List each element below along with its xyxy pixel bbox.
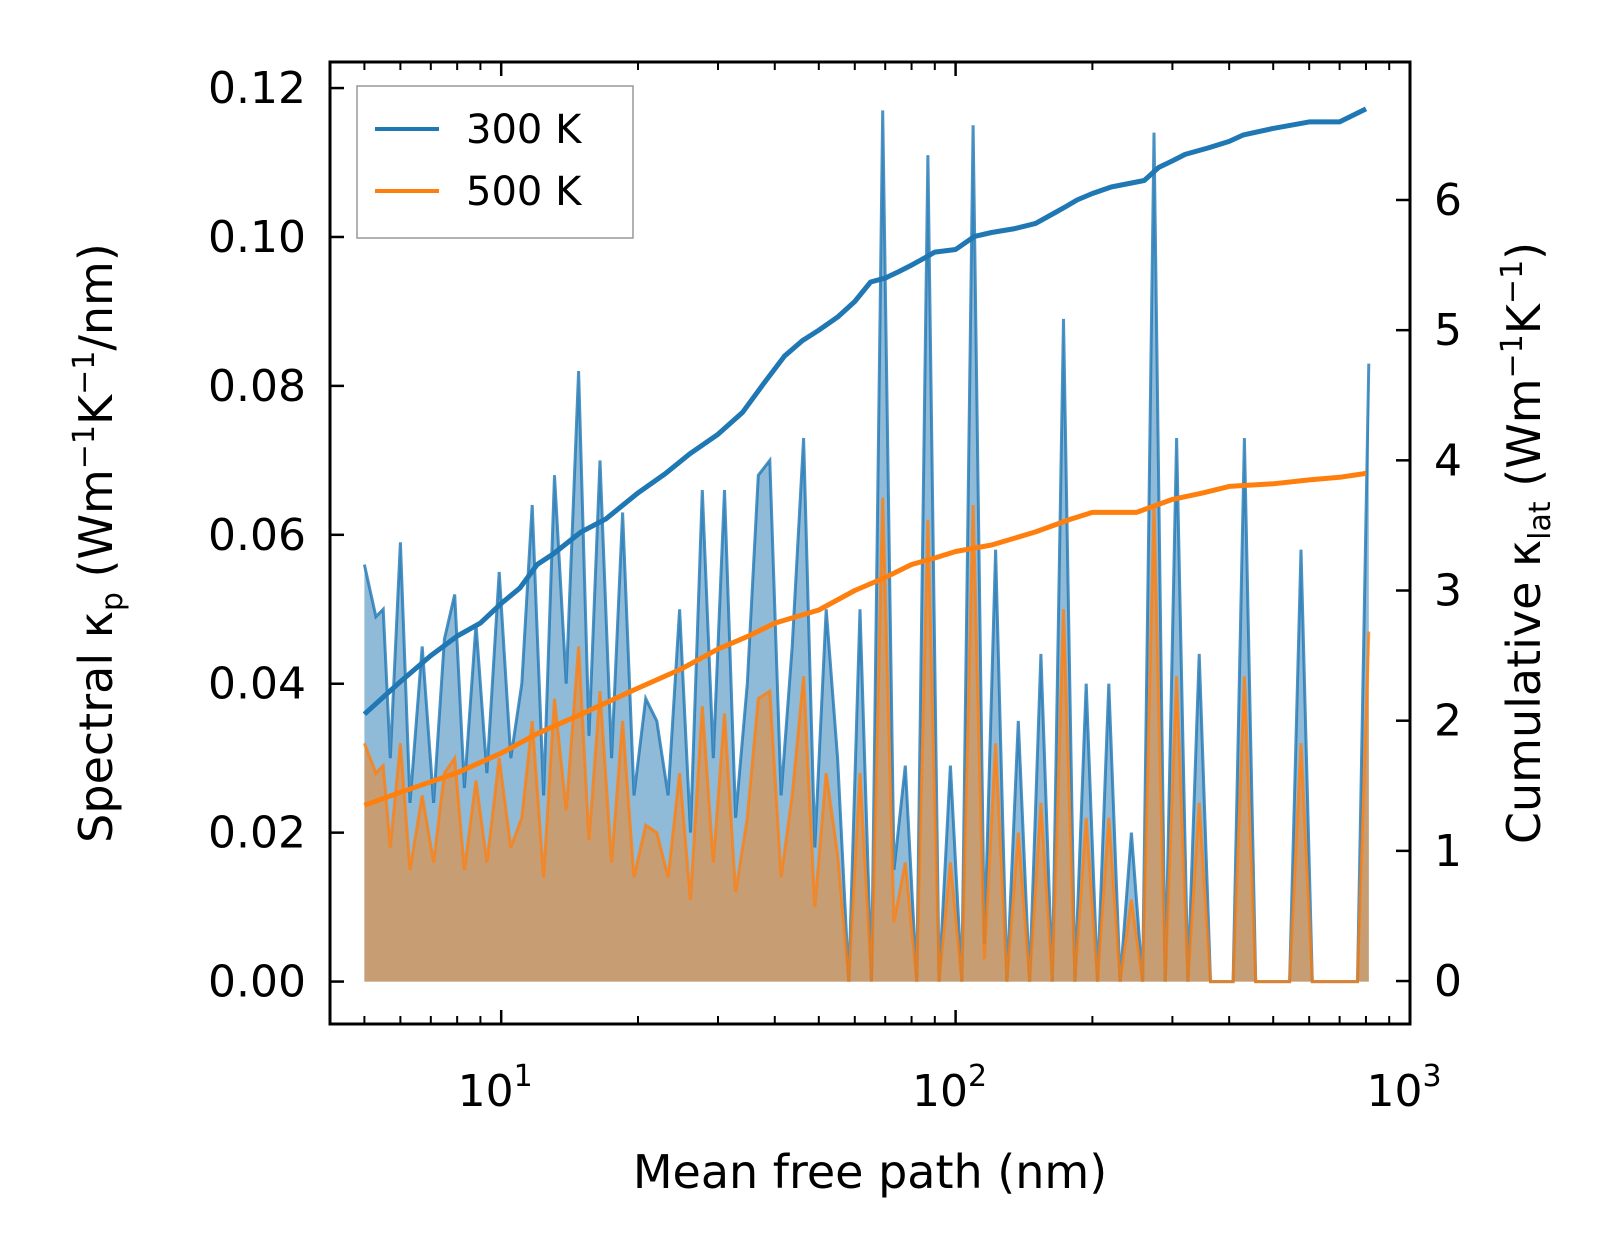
cumulative-line-300k	[362, 106, 1368, 717]
x-tick-label: 103	[1366, 1059, 1441, 1117]
y-tick-label: 0.04	[208, 659, 306, 710]
spectral-fill-300k	[364, 110, 1369, 982]
legend-box	[356, 85, 634, 239]
legend-label-300k: 300 K	[466, 107, 583, 153]
y2-tick-label: 6	[1434, 175, 1462, 226]
spectral-line-300k	[362, 110, 1371, 984]
spectral-line-500k	[363, 497, 1371, 984]
axis-ticks: 0.00 0.02 0.04 0.06 0.08 0.10 0.12 0 1 2 3 4 5 6 101 10…	[208, 62, 1462, 1117]
x-tick-label: 101	[458, 1059, 533, 1117]
legend: 300 K 500 K	[356, 85, 634, 239]
spectral-fill-500k	[364, 497, 1369, 982]
y2-tick-label: 1	[1434, 826, 1462, 877]
y-tick-label: 0.06	[208, 510, 306, 561]
x-axis-title: Mean free path (nm)	[633, 1145, 1107, 1199]
y2-tick-label: 3	[1434, 566, 1462, 617]
y-tick-label: 0.02	[208, 808, 306, 859]
spectral-fills	[364, 110, 1369, 982]
legend-label-500k: 500 K	[466, 169, 583, 215]
x-tick-label: 102	[912, 1059, 987, 1117]
y-tick-label: 0.10	[208, 212, 306, 263]
y2-tick-label: 4	[1434, 435, 1462, 486]
y-tick-label: 0.12	[208, 63, 306, 114]
cumulative-line-500k	[363, 470, 1367, 808]
spectral-lines	[362, 110, 1371, 984]
y-axis-title: Spectral κp (Wm−1K−1/nm)	[67, 243, 130, 843]
y2-axis-title: Cumulative κlat (Wm−1K−1)	[1495, 242, 1558, 844]
y-tick-label: 0.00	[208, 957, 306, 1008]
y-tick-label: 0.08	[208, 361, 306, 412]
cumulative-lines	[362, 106, 1368, 808]
y2-tick-label: 2	[1434, 696, 1462, 747]
y2-tick-label: 5	[1434, 305, 1462, 356]
plot-frame	[328, 60, 1412, 1026]
y2-tick-label: 0	[1434, 956, 1462, 1007]
